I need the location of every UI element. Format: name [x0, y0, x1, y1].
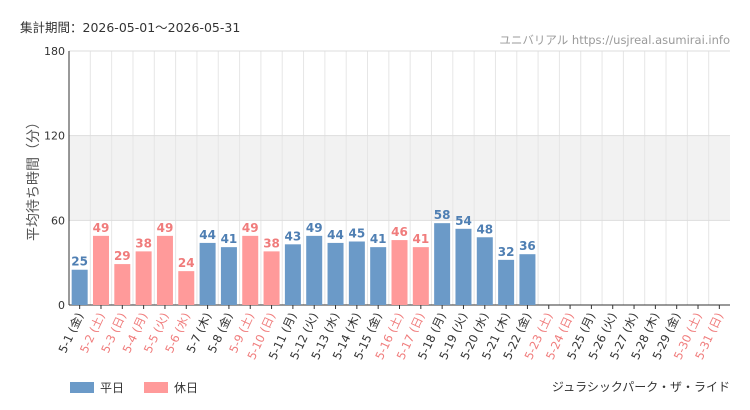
bar: [391, 240, 408, 305]
bar: [370, 247, 387, 305]
bar-value-label: 49: [306, 221, 323, 235]
bar: [178, 271, 195, 305]
bar-value-label: 32: [498, 245, 515, 259]
bar-value-label: 45: [349, 227, 366, 241]
bar-value-label: 38: [263, 236, 280, 250]
period-label: 集計期間：2026-05-01〜2026-05-31: [20, 20, 241, 35]
bar-value-label: 44: [199, 228, 216, 242]
source-label: ユニバリアル https://usjreal.asumirai.info: [499, 33, 730, 47]
bar-value-label: 36: [519, 239, 536, 253]
bar: [412, 247, 429, 305]
bar: [476, 237, 493, 305]
bar: [71, 269, 88, 305]
bar-value-label: 44: [327, 228, 344, 242]
bar: [306, 235, 323, 305]
bar-value-label: 41: [221, 232, 238, 246]
bar-value-label: 49: [93, 221, 110, 235]
bar-value-label: 46: [391, 225, 408, 239]
legend-swatch-weekday: [70, 382, 94, 393]
bar: [156, 235, 173, 305]
bar-value-label: 29: [114, 249, 131, 263]
bar: [519, 254, 536, 305]
bar: [135, 251, 152, 305]
bar: [498, 259, 515, 305]
bar-value-label: 54: [455, 214, 472, 228]
bar-value-label: 43: [285, 229, 302, 243]
legend: 平日 休日: [70, 379, 198, 396]
bar-value-label: 24: [178, 256, 195, 270]
y-tick-label: 60: [51, 214, 65, 227]
bar-value-label: 58: [434, 208, 451, 222]
bar-value-label: 25: [71, 255, 88, 269]
y-tick-label: 120: [44, 130, 65, 143]
y-axis-title: 平均待ち時間（分）: [26, 115, 42, 241]
bar: [263, 251, 280, 305]
bar: [434, 223, 451, 305]
legend-item-weekday: 平日: [70, 379, 124, 396]
band-highlight: [69, 135, 730, 221]
bar-value-label: 41: [412, 232, 429, 246]
legend-swatch-holiday: [144, 382, 169, 393]
bar-value-label: 48: [476, 222, 493, 236]
legend-label-holiday: 休日: [174, 381, 199, 395]
bar-value-label: 49: [157, 221, 174, 235]
bar-value-label: 41: [370, 232, 387, 246]
bar: [348, 241, 365, 305]
ride-name: ジュラシックパーク・ザ・ライド: [551, 380, 730, 394]
bar-value-label: 38: [135, 236, 152, 250]
y-tick-label: 180: [44, 45, 65, 58]
bar: [220, 247, 237, 305]
legend-item-holiday: 休日: [144, 379, 198, 396]
bar: [199, 242, 216, 305]
bar: [242, 235, 259, 305]
y-tick-label: 0: [58, 299, 65, 312]
legend-label-weekday: 平日: [100, 381, 125, 395]
bar: [114, 264, 131, 305]
bar: [327, 242, 344, 305]
bar: [284, 244, 301, 305]
bar-value-label: 49: [242, 221, 259, 235]
bar: [92, 235, 109, 305]
bar: [455, 228, 472, 305]
